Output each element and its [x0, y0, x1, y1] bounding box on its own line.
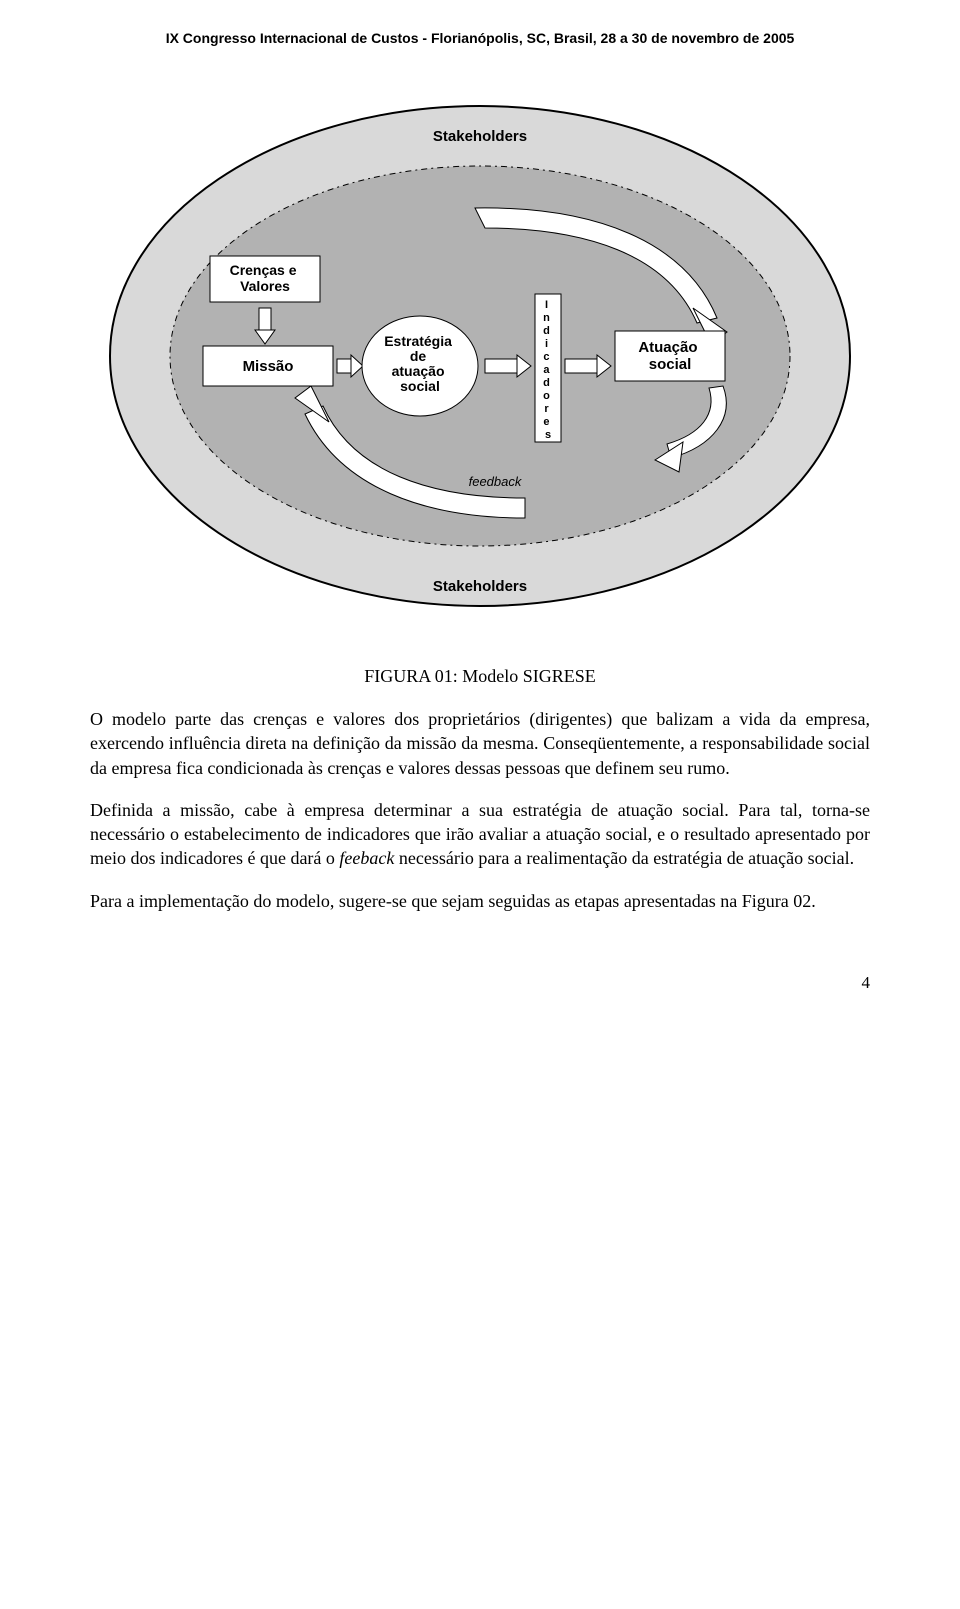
sigrese-diagram: Stakeholders Stakeholders feedback Crenç…: [95, 86, 865, 621]
paragraph-2: Definida a missão, cabe à empresa determ…: [90, 798, 870, 871]
node-missao-label: Missão: [243, 358, 294, 375]
figure-caption: FIGURA 01: Modelo SIGRESE: [90, 666, 870, 687]
stakeholders-top-label: Stakeholders: [433, 128, 527, 145]
page-number: 4: [90, 973, 870, 993]
paragraph-3: Para a implementação do modelo, sugere-s…: [90, 889, 870, 913]
feedback-label: feedback: [469, 474, 523, 489]
diagram-svg: Stakeholders Stakeholders feedback Crenç…: [95, 86, 865, 621]
stakeholders-bottom-label: Stakeholders: [433, 578, 527, 595]
node-crencas-label: Crenças e Valores: [230, 262, 301, 294]
paragraph-2b: necessário para a realimentação da estra…: [394, 848, 854, 868]
page-header: IX Congresso Internacional de Custos - F…: [90, 30, 870, 46]
paragraph-2-italic: feeback: [339, 848, 394, 868]
node-indicadores-label: I n d i c a d o r e s: [543, 299, 553, 441]
paragraph-1: O modelo parte das crenças e valores dos…: [90, 707, 870, 780]
